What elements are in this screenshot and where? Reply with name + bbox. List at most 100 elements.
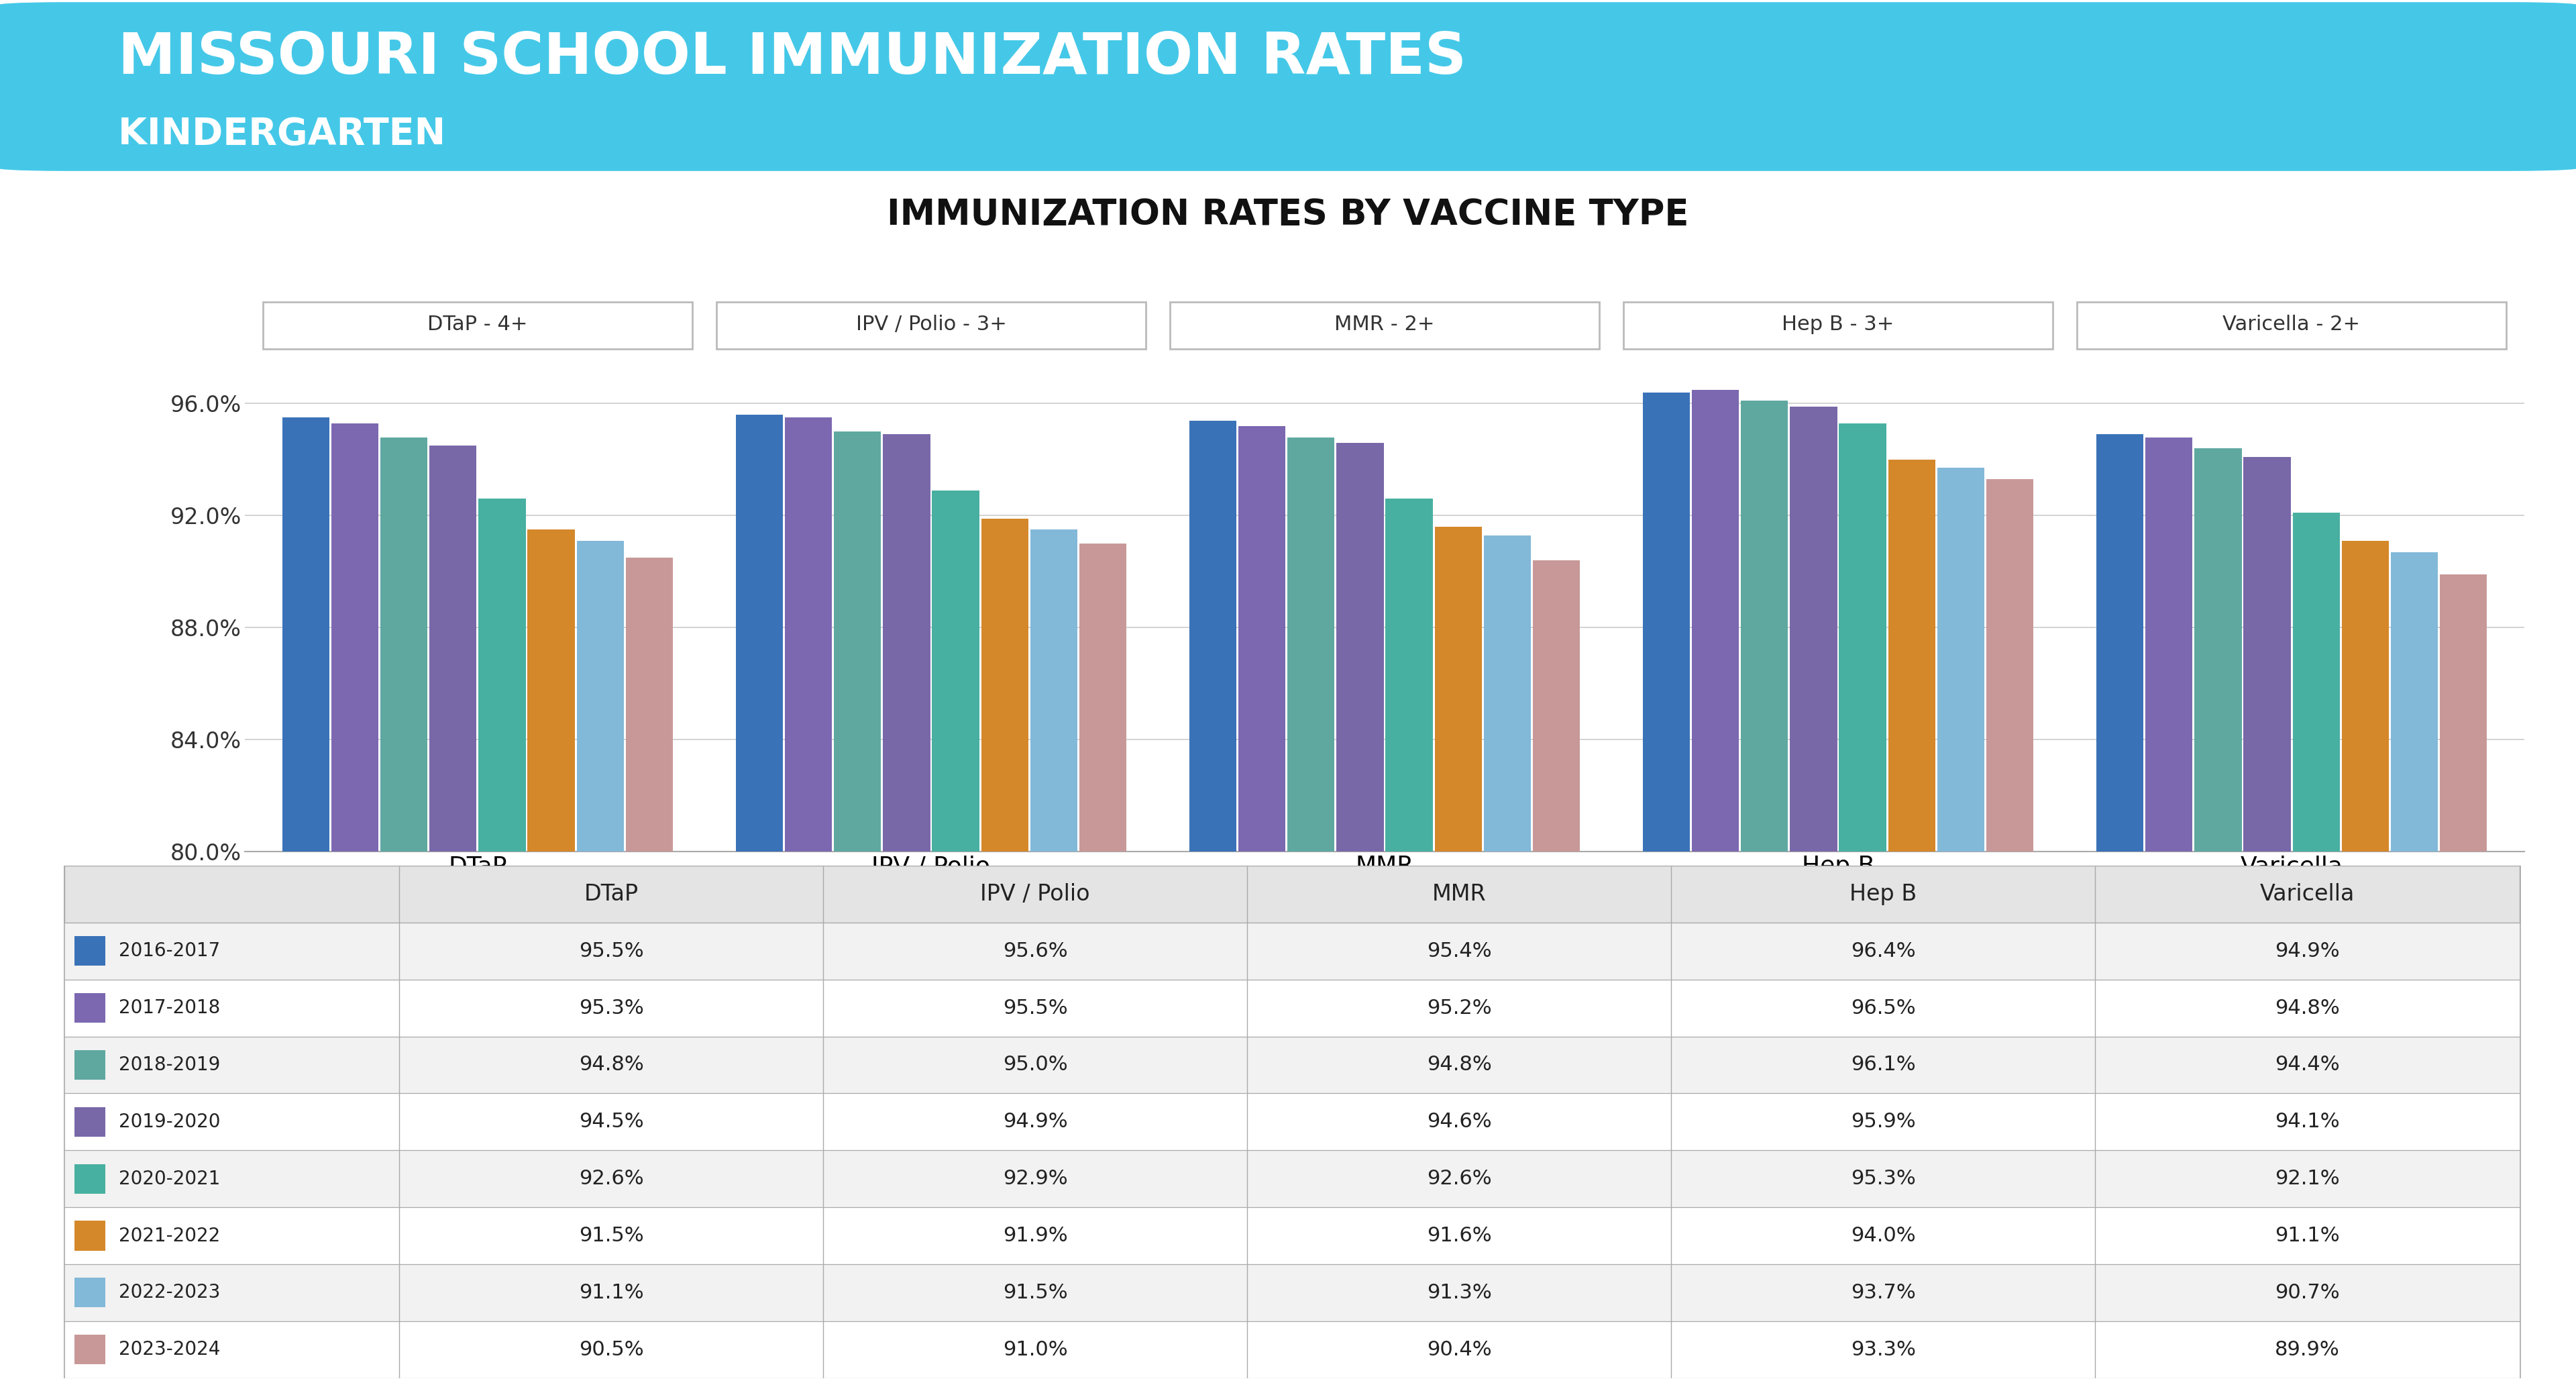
Text: Hep B - 3+: Hep B - 3+ (1783, 314, 1893, 334)
Bar (1643, 392, 1690, 852)
Text: 93.7%: 93.7% (1852, 1283, 1917, 1302)
Bar (75, 1278, 106, 1307)
Bar (1839, 424, 1886, 852)
Text: 94.1%: 94.1% (2275, 1112, 2339, 1132)
FancyBboxPatch shape (0, 3, 2576, 170)
Bar (381, 438, 428, 852)
Bar (981, 518, 1028, 852)
Text: 91.1%: 91.1% (580, 1283, 644, 1302)
Bar (786, 418, 832, 852)
Text: 94.8%: 94.8% (2275, 999, 2339, 1018)
Text: 91.0%: 91.0% (1002, 1339, 1066, 1359)
Bar (64, 1321, 2519, 1378)
Bar (1623, 302, 2053, 349)
Bar (716, 302, 1146, 349)
Bar (75, 1050, 106, 1080)
Text: 95.5%: 95.5% (1002, 999, 1066, 1018)
Bar (75, 1222, 106, 1251)
Text: 92.1%: 92.1% (2275, 1169, 2339, 1188)
Text: 94.0%: 94.0% (1852, 1226, 1917, 1245)
Text: 91.3%: 91.3% (1427, 1283, 1492, 1302)
Text: 2016-2017: 2016-2017 (118, 942, 219, 960)
Text: 89.9%: 89.9% (2275, 1339, 2339, 1359)
Text: 2019-2020: 2019-2020 (118, 1112, 219, 1132)
Text: 95.6%: 95.6% (1002, 942, 1066, 961)
Bar (64, 922, 2519, 979)
Text: Varicella: Varicella (2259, 884, 2354, 906)
Text: 94.4%: 94.4% (2275, 1055, 2339, 1075)
Text: DTaP: DTaP (585, 884, 639, 906)
Text: 90.7%: 90.7% (2275, 1283, 2339, 1302)
Text: 2021-2022: 2021-2022 (118, 1226, 219, 1245)
Text: 94.9%: 94.9% (2275, 942, 2339, 961)
Text: 94.9%: 94.9% (1002, 1112, 1066, 1132)
Bar (1692, 389, 1739, 852)
Bar (75, 993, 106, 1022)
Bar (2076, 302, 2506, 349)
Bar (75, 1335, 106, 1364)
Text: 90.4%: 90.4% (1427, 1339, 1492, 1359)
Text: MMR: MMR (1432, 884, 1486, 906)
Bar (430, 446, 477, 852)
Bar (933, 490, 979, 852)
Text: Varicella - 2+: Varicella - 2+ (2223, 314, 2360, 334)
Text: 94.8%: 94.8% (580, 1055, 644, 1075)
Bar (64, 1151, 2519, 1208)
Bar (1190, 421, 1236, 852)
Text: IPV / Polio: IPV / Polio (981, 884, 1090, 906)
Text: 95.3%: 95.3% (580, 999, 644, 1018)
Bar (737, 414, 783, 852)
Bar (1790, 406, 1837, 852)
Bar (1484, 535, 1530, 852)
Text: 96.4%: 96.4% (1852, 942, 1917, 961)
Text: 2020-2021: 2020-2021 (118, 1169, 219, 1188)
Text: 95.3%: 95.3% (1852, 1169, 1917, 1188)
Bar (1888, 460, 1935, 852)
Bar (1741, 400, 1788, 852)
Bar (1239, 427, 1285, 852)
Bar (2146, 438, 2192, 852)
Bar (528, 529, 574, 852)
Bar (64, 979, 2519, 1036)
Bar (283, 418, 330, 852)
Bar (2391, 553, 2437, 852)
Bar (1937, 468, 1984, 852)
Text: 2018-2019: 2018-2019 (118, 1055, 219, 1075)
Text: 95.5%: 95.5% (580, 942, 644, 961)
Bar (2195, 449, 2241, 852)
Text: 96.5%: 96.5% (1852, 999, 1917, 1018)
Bar (1986, 479, 2032, 852)
Text: IPV / Polio - 3+: IPV / Polio - 3+ (855, 314, 1007, 334)
Bar (2342, 542, 2388, 852)
Text: I​MMUNIZATION R​ATES BY V​ACCINE T​YPE: I​MMUNIZATION R​ATES BY V​ACCINE T​YPE (886, 198, 1690, 233)
Bar (1435, 526, 1481, 852)
Text: 92.6%: 92.6% (1427, 1169, 1492, 1188)
Text: 95.0%: 95.0% (1002, 1055, 1066, 1075)
Bar (1386, 499, 1432, 852)
Text: M​ISSOURI S​CHOOL I​MMUNIZATION R​ATES: M​ISSOURI S​CHOOL I​MMUNIZATION R​ATES (118, 30, 1466, 86)
Text: 95.4%: 95.4% (1427, 942, 1492, 961)
Text: 2022-2023: 2022-2023 (118, 1284, 219, 1302)
Bar (1079, 544, 1126, 852)
Text: 93.3%: 93.3% (1850, 1339, 1917, 1359)
Text: 92.6%: 92.6% (580, 1169, 644, 1188)
Text: Hep B: Hep B (1850, 884, 1917, 906)
Bar (64, 1265, 2519, 1321)
Bar (2097, 435, 2143, 852)
Bar (1030, 529, 1077, 852)
Text: 2023-2024: 2023-2024 (118, 1341, 219, 1359)
Bar (263, 302, 693, 349)
Bar (1533, 561, 1579, 852)
Bar (1170, 302, 1600, 349)
Text: DTaP - 4+: DTaP - 4+ (428, 314, 528, 334)
Bar (64, 1208, 2519, 1265)
Text: 92.9%: 92.9% (1002, 1169, 1066, 1188)
Text: 91.5%: 91.5% (1002, 1283, 1066, 1302)
Text: 96.1%: 96.1% (1852, 1055, 1917, 1075)
Bar (75, 1107, 106, 1137)
Text: 94.6%: 94.6% (1427, 1112, 1492, 1132)
Bar (2244, 457, 2290, 852)
Bar (884, 435, 930, 852)
Bar (577, 542, 623, 852)
Text: 2017-2018: 2017-2018 (118, 999, 219, 1018)
